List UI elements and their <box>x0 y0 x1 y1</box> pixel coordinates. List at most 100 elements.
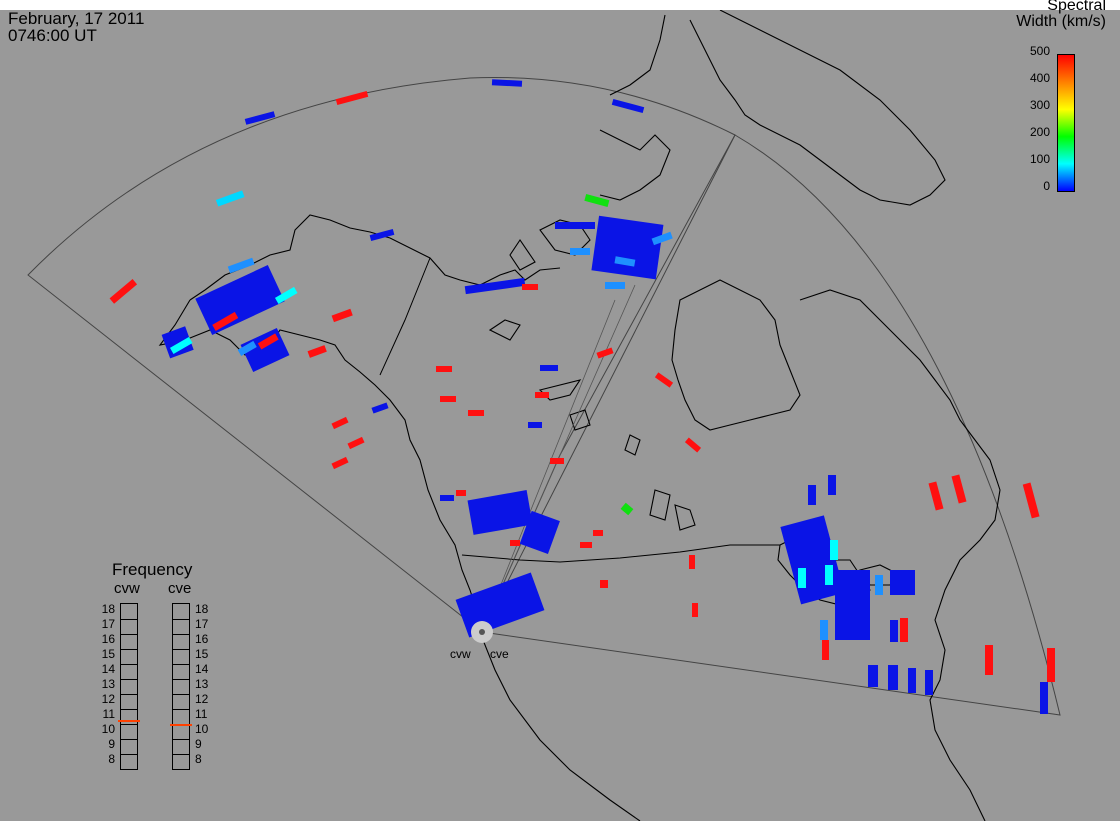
frequency-level-label-right: 9 <box>195 737 202 751</box>
echo <box>596 347 614 359</box>
frequency-grid-line <box>173 679 189 680</box>
colorbar <box>1057 54 1075 192</box>
echo <box>161 326 194 359</box>
frequency-grid-line <box>121 679 137 680</box>
echo <box>890 620 898 642</box>
colorbar-title-line1: Spectral <box>1047 0 1106 14</box>
cve-field-of-view <box>481 134 1061 716</box>
frequency-level-label-right: 17 <box>195 617 209 631</box>
echo <box>519 510 560 555</box>
coastlines <box>158 9 1001 821</box>
echo <box>510 540 520 546</box>
echo <box>555 222 595 229</box>
radar-echoes-blue <box>161 79 1048 714</box>
echo <box>900 618 908 642</box>
east-coastline <box>799 289 1001 821</box>
echo <box>593 530 603 536</box>
echo <box>830 540 838 560</box>
colorbar-title-line2: Width (km/s) <box>1016 13 1106 30</box>
frequency-level-label-right: 11 <box>195 707 208 721</box>
echo <box>600 580 608 588</box>
echo <box>928 481 944 511</box>
echo <box>835 570 870 640</box>
echo <box>985 645 993 675</box>
frequency-grid-line <box>173 664 189 665</box>
echo <box>455 572 545 638</box>
frequency-level-label-left: 10 <box>101 722 115 736</box>
colorbar-tick-label: 500 <box>1029 44 1050 58</box>
echo <box>237 340 257 356</box>
echo <box>244 111 276 125</box>
radar-echoes-red <box>109 90 1055 682</box>
echo <box>798 568 806 588</box>
radar-fov-outlines <box>27 77 1061 716</box>
echo <box>440 495 454 501</box>
echo <box>689 555 695 569</box>
echo <box>456 490 466 496</box>
echo <box>195 264 285 336</box>
echo <box>274 286 298 304</box>
echo <box>331 416 349 430</box>
frequency-level-label-left: 18 <box>101 602 115 616</box>
colorbar-title: Spectral Width (km/s) <box>1016 0 1106 30</box>
frequency-level-label-right: 8 <box>195 752 202 766</box>
echo <box>580 542 592 548</box>
echo <box>888 665 898 690</box>
echo <box>440 396 456 402</box>
echo <box>1022 482 1040 519</box>
echo <box>611 98 645 114</box>
echo <box>347 436 365 450</box>
echo <box>535 392 549 398</box>
frequency-grid-line <box>121 694 137 695</box>
frequency-level-label-right: 10 <box>195 722 209 736</box>
frequency-grid-line <box>121 619 137 620</box>
frequency-level-label-right: 18 <box>195 602 209 616</box>
echo <box>570 248 590 255</box>
frequency-level-label-left: 11 <box>102 707 115 721</box>
cvw-field-of-view <box>27 77 736 633</box>
frequency-grid-line <box>121 649 137 650</box>
hudson-bay-coastline <box>671 279 801 431</box>
echo <box>684 437 702 453</box>
frequency-level-label-left: 16 <box>101 632 115 646</box>
frequency-grid-line <box>173 634 189 635</box>
frequency-level-label-right: 13 <box>195 677 209 691</box>
echo <box>808 485 816 505</box>
radar-site <box>471 621 493 643</box>
echo <box>828 475 836 495</box>
echo <box>371 402 389 414</box>
inland-lakes <box>569 409 696 531</box>
echo <box>491 79 523 87</box>
echo <box>369 228 395 242</box>
echo <box>868 665 878 687</box>
frequency-title: Frequency <box>112 560 193 579</box>
radar-echoes-cyan <box>169 190 883 640</box>
echo <box>540 365 558 371</box>
colorbar-tick-label: 200 <box>1029 125 1050 139</box>
echo <box>331 308 353 323</box>
echo <box>335 90 369 106</box>
echo <box>584 193 610 207</box>
cve-frequency-marker <box>170 724 192 726</box>
echo <box>1047 648 1055 682</box>
frequency-level-label-left: 9 <box>108 737 115 751</box>
frequency-level-label-right: 15 <box>195 647 209 661</box>
echo <box>522 284 538 290</box>
boundaries <box>379 257 780 563</box>
echo <box>654 372 674 388</box>
frequency-grid-line <box>121 709 137 710</box>
site-label-cvw: cvw <box>450 647 471 661</box>
cvw-frequency-marker <box>118 719 140 722</box>
frequency-grid-line <box>173 694 189 695</box>
frequency-grid-line <box>173 709 189 710</box>
echo <box>692 603 698 617</box>
echo <box>212 311 239 331</box>
frequency-level-label-left: 17 <box>101 617 115 631</box>
date-label: February, 17 2011 <box>8 9 145 28</box>
radar-left-label: cvw <box>114 580 140 597</box>
frequency-level-label-left: 8 <box>108 752 115 766</box>
frequency-grid-line <box>173 649 189 650</box>
site-label-cve: cve <box>490 647 509 661</box>
radar-echoes-green <box>584 193 634 516</box>
echo <box>1040 682 1048 714</box>
